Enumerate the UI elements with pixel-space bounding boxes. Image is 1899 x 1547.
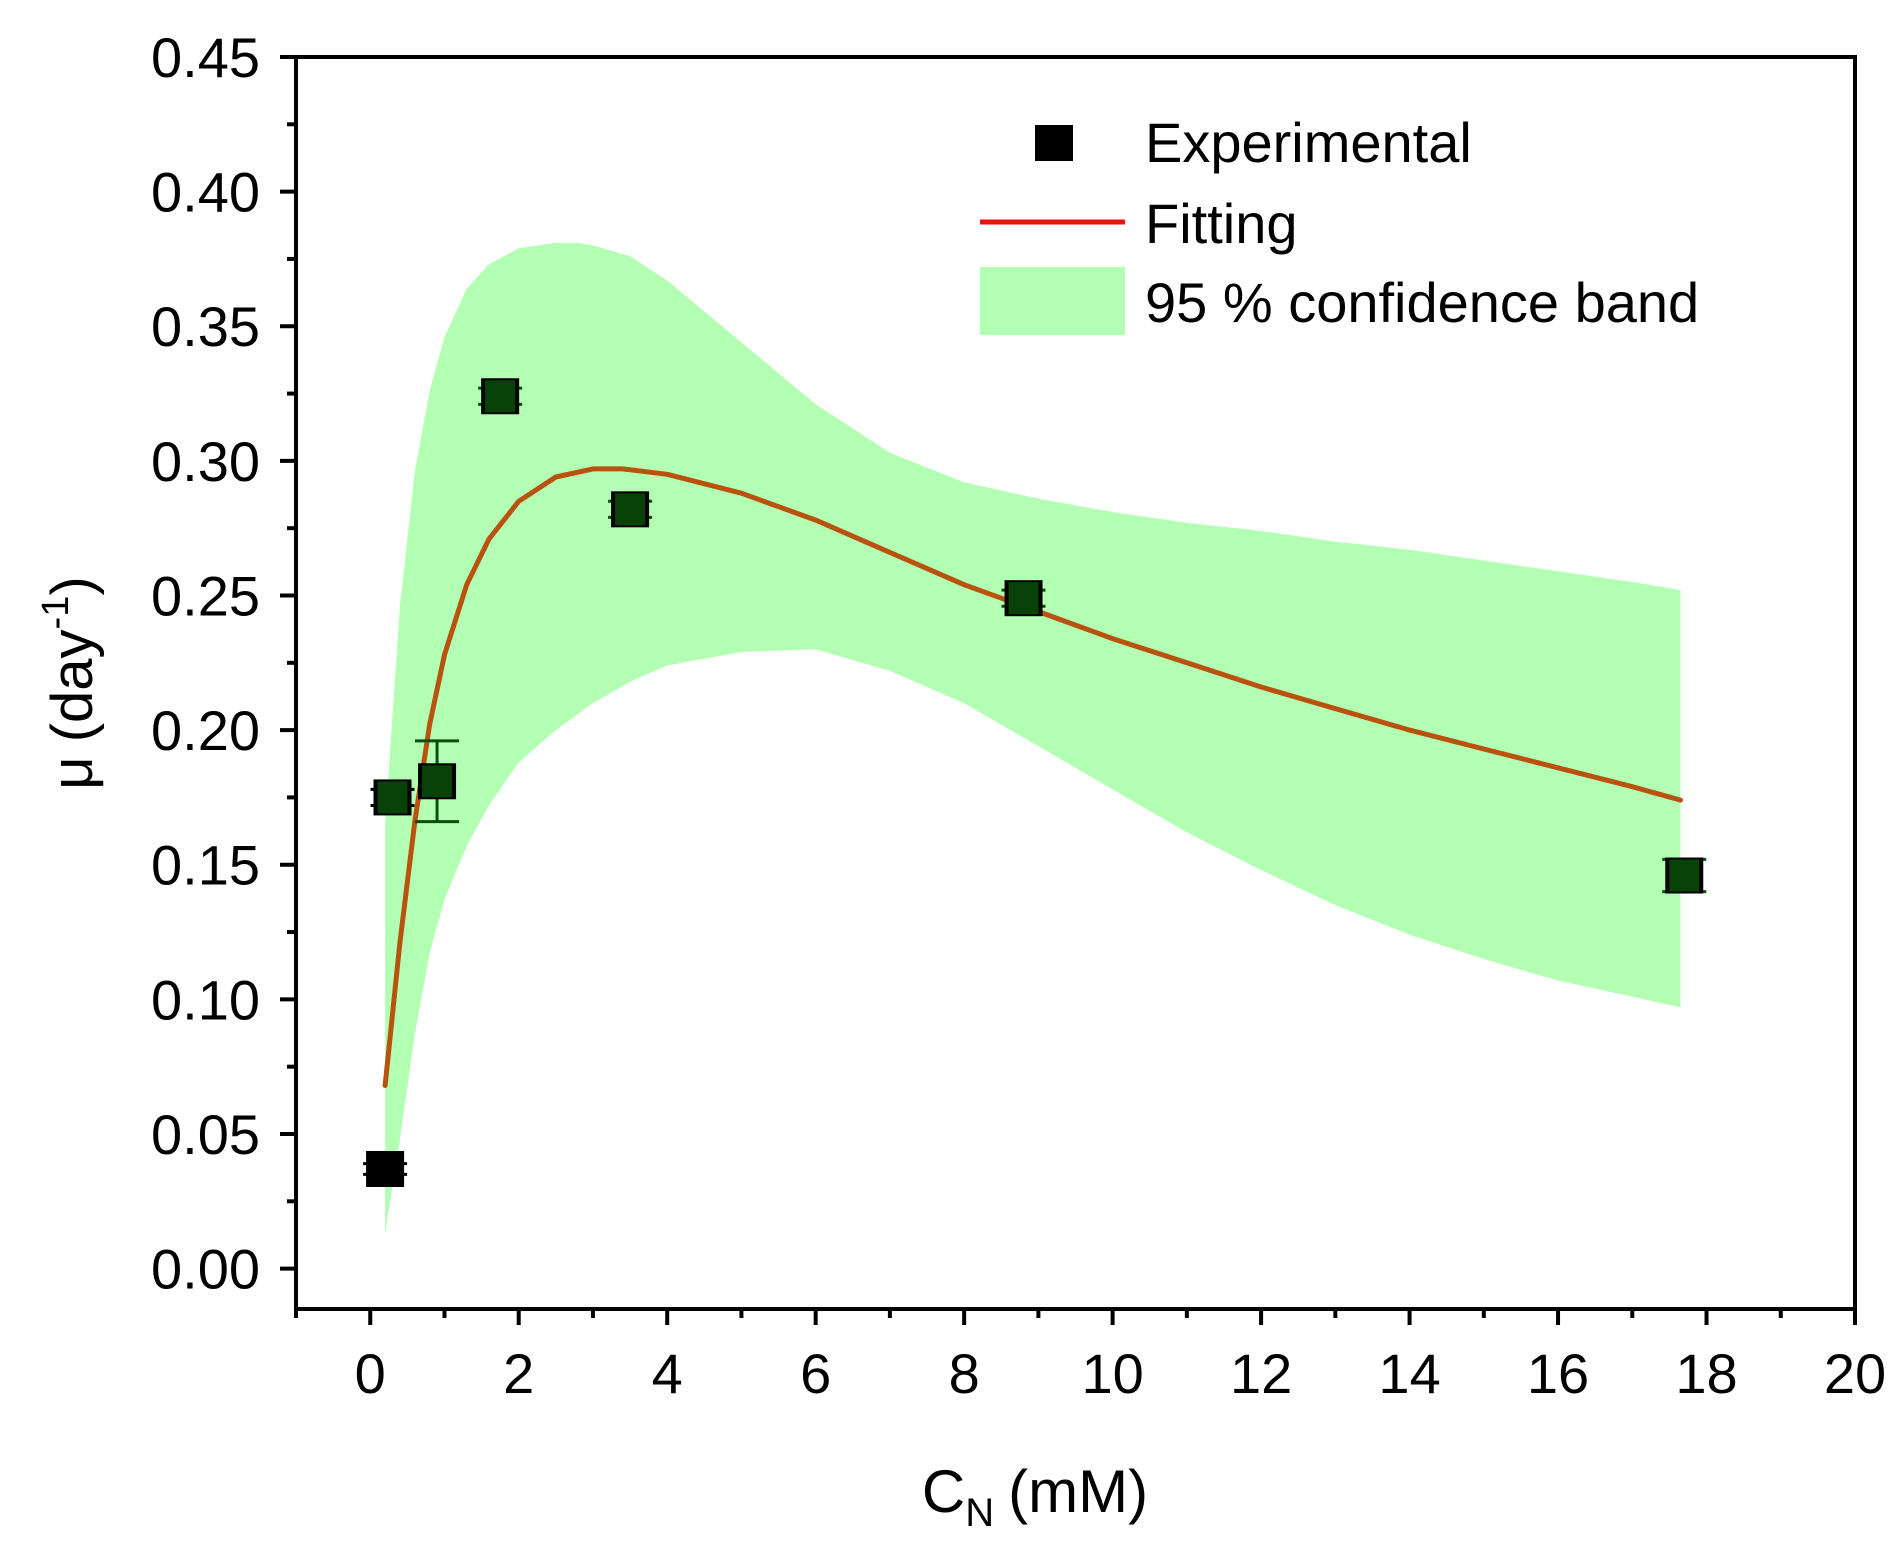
y-tick-label: 0.10 <box>151 968 260 1031</box>
y-tick-label: 0.20 <box>151 699 260 762</box>
x-tick-label: 20 <box>1824 1342 1886 1405</box>
marker-square <box>366 1150 405 1187</box>
data-point <box>363 1150 408 1187</box>
confidence-band <box>385 242 1681 1234</box>
y-axis-label-symbol: μ <box>40 756 105 789</box>
y-tick-label: 0.05 <box>151 1103 260 1166</box>
marker-overlay <box>485 380 516 413</box>
x-tick-label: 10 <box>1081 1342 1143 1405</box>
data-point <box>415 739 460 824</box>
y-tick-label: 0.00 <box>151 1238 260 1301</box>
plot-frame <box>294 55 1857 1311</box>
y-tick-label: 0.30 <box>151 430 260 493</box>
y-tick-label: 0.35 <box>151 295 260 358</box>
marker-overlay <box>1669 859 1700 892</box>
fitting-curve <box>382 466 1683 1088</box>
legend-label-experimental: Experimental <box>1145 111 1472 174</box>
y-tick-label: 0.15 <box>151 834 260 897</box>
x-tick-label: 4 <box>652 1342 683 1405</box>
y-axis-label-unit-exp: -1 <box>35 596 77 630</box>
x-tick-label: 12 <box>1230 1342 1292 1405</box>
x-tick-label: 2 <box>503 1342 534 1405</box>
x-tick-label: 0 <box>355 1342 386 1405</box>
y-axis-label: μ (day-1) <box>35 576 105 789</box>
x-axis-label: CN (mM) <box>922 1458 1148 1535</box>
fitting-line <box>382 466 1683 1088</box>
legend: Experimental Fitting 95 % confidence ban… <box>980 111 1699 335</box>
plot-area <box>294 55 1857 1311</box>
x-axis-label-subscript: N <box>965 1491 994 1535</box>
y-axis-label-unit-close: ) <box>40 576 105 595</box>
x-axis: 0 2 4 6 8 10 12 14 16 18 20 <box>294 1309 1886 1405</box>
data-point <box>370 779 415 816</box>
marker-overlay <box>1008 582 1039 615</box>
x-axis-label-unit: (mM) <box>1008 1458 1148 1525</box>
marker-overlay <box>422 765 453 798</box>
legend-patch-confidence <box>980 267 1125 335</box>
data-point <box>1662 857 1707 894</box>
x-tick-label: 18 <box>1675 1342 1737 1405</box>
legend-label-fitting: Fitting <box>1145 192 1298 255</box>
y-tick-label: 0.45 <box>151 26 260 89</box>
legend-marker-experimental <box>1035 125 1073 161</box>
y-axis: 0.00 0.05 0.10 0.15 0.20 0.25 0.30 0.35 0.40 0.45 <box>151 26 296 1301</box>
data-point <box>478 378 523 415</box>
legend-label-confidence: 95 % confidence band <box>1145 271 1699 334</box>
marker-overlay <box>377 781 408 814</box>
marker-overlay <box>615 493 646 526</box>
data-point <box>1001 580 1046 617</box>
y-tick-label: 0.40 <box>151 161 260 224</box>
y-tick-label: 0.25 <box>151 564 260 627</box>
x-axis-label-main: C <box>922 1458 965 1525</box>
marker-overlay <box>370 1153 400 1185</box>
data-point <box>608 491 653 528</box>
x-tick-label: 6 <box>800 1342 831 1405</box>
x-tick-label: 16 <box>1527 1342 1589 1405</box>
experimental-points <box>363 378 1707 1187</box>
confidence-band-gap <box>385 649 1681 1234</box>
x-tick-label: 14 <box>1378 1342 1440 1405</box>
y-axis-label-unit-base: (day <box>40 629 105 742</box>
x-tick-label: 8 <box>949 1342 980 1405</box>
